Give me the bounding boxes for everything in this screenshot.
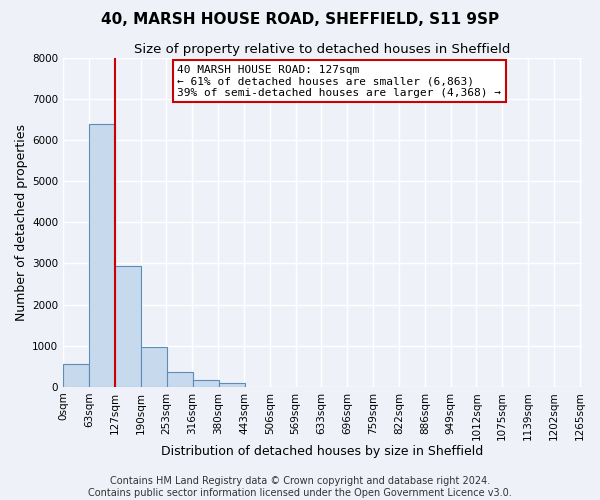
- Bar: [219, 383, 245, 386]
- Text: 40 MARSH HOUSE ROAD: 127sqm
← 61% of detached houses are smaller (6,863)
39% of : 40 MARSH HOUSE ROAD: 127sqm ← 61% of det…: [177, 64, 501, 98]
- Y-axis label: Number of detached properties: Number of detached properties: [15, 124, 28, 321]
- Bar: [141, 346, 167, 387]
- Bar: [167, 372, 193, 386]
- X-axis label: Distribution of detached houses by size in Sheffield: Distribution of detached houses by size …: [161, 444, 484, 458]
- Bar: [115, 266, 141, 386]
- Title: Size of property relative to detached houses in Sheffield: Size of property relative to detached ho…: [134, 42, 511, 56]
- Text: 40, MARSH HOUSE ROAD, SHEFFIELD, S11 9SP: 40, MARSH HOUSE ROAD, SHEFFIELD, S11 9SP: [101, 12, 499, 28]
- Bar: [193, 380, 218, 386]
- Text: Contains HM Land Registry data © Crown copyright and database right 2024.
Contai: Contains HM Land Registry data © Crown c…: [88, 476, 512, 498]
- Bar: [89, 124, 115, 386]
- Bar: [63, 364, 89, 386]
